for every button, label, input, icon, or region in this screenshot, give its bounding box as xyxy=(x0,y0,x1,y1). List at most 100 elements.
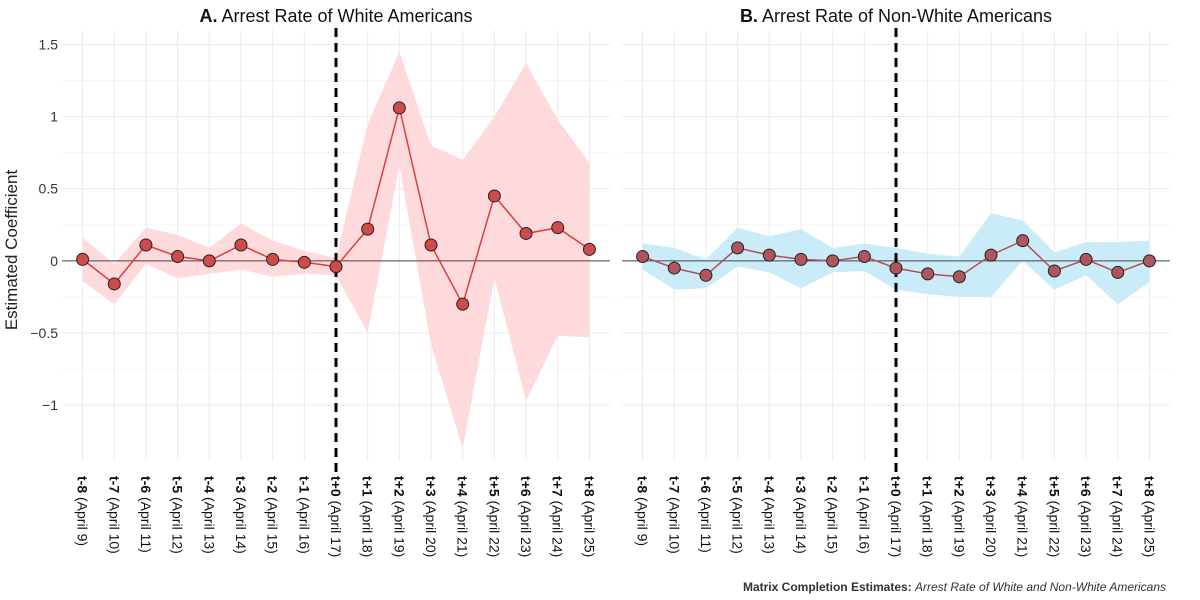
x-tick-period: t+7 xyxy=(1110,476,1126,497)
x-tick-date: (April 10) xyxy=(666,493,682,554)
x-tick-label: t-1 (April 16) xyxy=(296,476,312,554)
x-tick-label: t+2 (April 19) xyxy=(391,476,407,557)
x-tick-period: t+2 xyxy=(951,476,967,497)
panel-a-white-americans: A. Arrest Rate of White Americans −1 −0.5 0… xyxy=(30,6,610,557)
data-point-a-t-6 xyxy=(139,238,153,252)
y-tick-label: 0 xyxy=(50,253,58,269)
data-point-b-t-7 xyxy=(667,261,681,275)
data-point-a-t+6 xyxy=(519,226,533,240)
x-tick-period: t+1 xyxy=(360,476,376,497)
x-tick-label: t+4 (April 21) xyxy=(1015,476,1031,557)
x-tick-period: t+3 xyxy=(983,476,999,497)
x-tick-date: (April 9) xyxy=(75,493,91,546)
x-tick-label: t-5 (April 12) xyxy=(730,476,746,554)
x-tick-date: (April 23) xyxy=(1078,497,1094,558)
x-tick-label: t+3 (April 20) xyxy=(423,476,439,557)
x-tick-label: t+0 (April 17) xyxy=(328,476,344,557)
x-tick-label: t-3 (April 14) xyxy=(233,476,249,554)
data-point-a-t+7 xyxy=(551,221,565,235)
x-tick-label: t-1 (April 16) xyxy=(856,476,872,554)
data-point-b-t+1 xyxy=(921,267,935,281)
x-tick-label: t-5 (April 12) xyxy=(170,476,186,554)
x-tick-date: (April 22) xyxy=(486,497,502,558)
x-tick-period: t-6 xyxy=(698,476,714,493)
x-tick-date: (April 10) xyxy=(106,493,122,554)
data-point-b-t+8 xyxy=(1142,254,1156,268)
x-tick-label: t+6 (April 23) xyxy=(518,476,534,557)
x-tick-date: (April 25) xyxy=(581,497,597,558)
x-tick-label: t-6 (April 11) xyxy=(138,476,154,553)
x-tick-period: t-5 xyxy=(170,476,186,493)
x-tick-period: t+5 xyxy=(486,476,502,497)
x-tick-date: (April 21) xyxy=(455,497,471,558)
x-tick-period: t+4 xyxy=(455,476,471,497)
data-point-b-t+4 xyxy=(1016,234,1030,248)
x-tick-date: (April 12) xyxy=(730,493,746,554)
x-tick-period: t+3 xyxy=(423,476,439,497)
x-tick-date: (April 19) xyxy=(391,497,407,558)
data-point-a-t+4 xyxy=(456,297,470,311)
x-tick-period: t-1 xyxy=(856,476,872,493)
data-point-a-t-2 xyxy=(266,252,280,266)
caption-bold: Matrix Completion Estimates: xyxy=(742,580,912,594)
data-point-a-t+1 xyxy=(361,222,375,236)
x-tick-date: (April 17) xyxy=(888,497,904,558)
x-tick-date: (April 24) xyxy=(1110,497,1126,558)
x-tick-period: t+4 xyxy=(1015,476,1031,497)
chart-caption: Matrix Completion Estimates: Arrest Rate… xyxy=(743,580,1166,594)
x-tick-period: t+5 xyxy=(1046,476,1062,497)
x-tick-date: (April 9) xyxy=(635,493,651,546)
x-tick-label: t+4 (April 21) xyxy=(455,476,471,557)
x-tick-label: t-7 (April 10) xyxy=(666,476,682,554)
x-tick-date: (April 13) xyxy=(201,493,217,554)
panel-title-text-b: Arrest Rate of Non-White Americans xyxy=(758,6,1052,26)
x-tick-date: (April 20) xyxy=(423,497,439,558)
x-tick-label: t+5 (April 22) xyxy=(486,476,502,557)
x-tick-label: t+7 (April 24) xyxy=(1110,476,1126,557)
data-point-b-t+6 xyxy=(1079,252,1093,266)
x-tick-period: t-1 xyxy=(296,476,312,493)
data-point-b-t+0 xyxy=(889,261,903,275)
x-tick-label: t-4 (April 13) xyxy=(201,476,217,554)
panel-b-non-white-americans: B. Arrest Rate of Non-White Americans t-8… xyxy=(622,6,1170,557)
panel-title-letter-b: B. xyxy=(740,6,758,26)
x-tick-label: t-8 (April 9) xyxy=(75,476,91,546)
data-point-b-t-8 xyxy=(636,250,650,264)
x-tick-period: t-3 xyxy=(233,476,249,493)
data-point-a-t-1 xyxy=(297,255,311,269)
x-tick-period: t-4 xyxy=(761,476,777,493)
x-tick-label: t-4 (April 13) xyxy=(761,476,777,554)
x-tick-date: (April 15) xyxy=(825,493,841,554)
y-tick-label: −0.5 xyxy=(30,325,58,341)
x-tick-label: t+1 (April 18) xyxy=(360,476,376,557)
data-point-a-t+5 xyxy=(487,189,501,203)
data-point-b-t-1 xyxy=(857,250,871,264)
x-tick-date: (April 22) xyxy=(1046,497,1062,558)
x-tick-label: t-3 (April 14) xyxy=(793,476,809,554)
x-tick-date: (April 14) xyxy=(233,493,249,554)
x-tick-period: t+7 xyxy=(550,476,566,497)
panel-title-text-a: Arrest Rate of White Americans xyxy=(217,6,472,26)
data-point-b-t+2 xyxy=(952,270,966,284)
x-tick-label: t+8 (April 25) xyxy=(1141,476,1157,557)
x-tick-period: t-8 xyxy=(75,476,91,493)
x-tick-period: t+0 xyxy=(888,476,904,497)
confidence-band-a xyxy=(82,51,590,449)
x-tick-period: t-7 xyxy=(666,476,682,493)
x-tick-period: t+6 xyxy=(1078,476,1094,497)
x-tick-label: t+8 (April 25) xyxy=(581,476,597,557)
x-tick-date: (April 17) xyxy=(328,497,344,558)
panel-title-letter-a: A. xyxy=(199,6,217,26)
x-tick-label: t-8 (April 9) xyxy=(635,476,651,546)
x-tick-date: (April 14) xyxy=(793,493,809,554)
x-tick-date: (April 12) xyxy=(170,493,186,554)
panel-title-b: B. Arrest Rate of Non-White Americans xyxy=(740,6,1052,26)
data-point-b-t+3 xyxy=(984,248,998,262)
x-tick-date: (April 16) xyxy=(856,493,872,554)
caption-italic: Arrest Rate of White and Non-White Ameri… xyxy=(915,580,1166,594)
x-tick-period: t+0 xyxy=(328,476,344,497)
data-point-b-t-2 xyxy=(826,254,840,268)
data-point-b-t-4 xyxy=(762,248,776,262)
x-tick-period: t+6 xyxy=(518,476,534,497)
